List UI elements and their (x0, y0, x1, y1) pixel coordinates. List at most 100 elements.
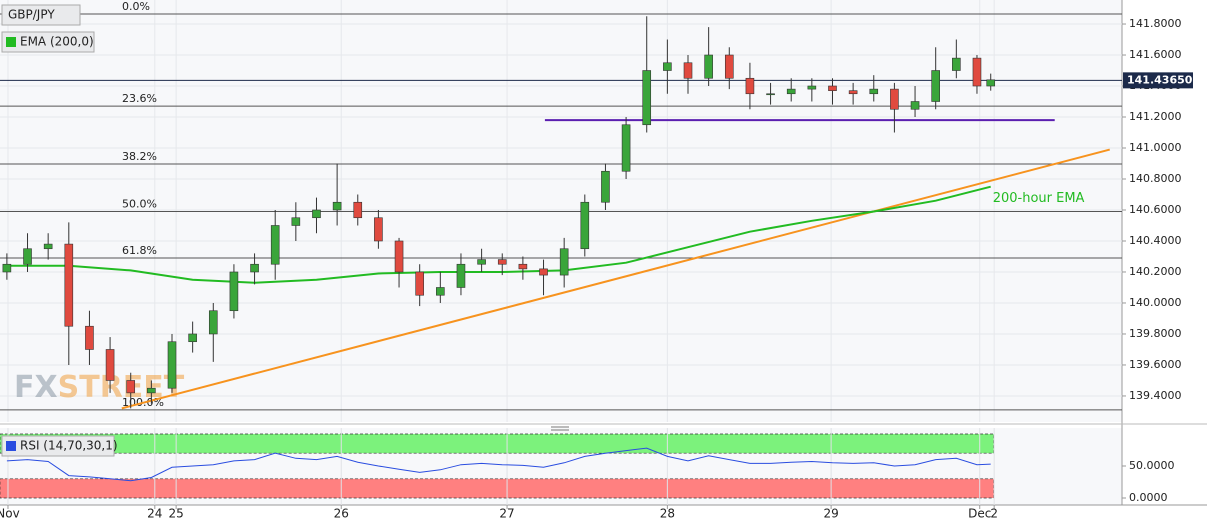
indicator-label: RSI (14,70,30,1) (20, 439, 118, 453)
x-tick-label: 24 (147, 507, 162, 521)
x-tick-label: 25 (168, 507, 183, 521)
y-tick-label: 140.2000 (1129, 265, 1182, 278)
candle-body (270, 225, 280, 265)
candle-body (188, 333, 197, 343)
candle-body (952, 57, 961, 71)
candle-body (807, 85, 817, 90)
candle-body (332, 201, 342, 211)
watermark-part: FX (14, 370, 58, 405)
y-tick-label: 140.0000 (1129, 296, 1182, 309)
candle-body (291, 217, 301, 226)
y-tick-label: 141.0000 (1129, 141, 1182, 154)
y-tick-label: 141.8000 (1129, 17, 1182, 30)
candle-body (601, 170, 610, 203)
rsi-band (0, 478, 995, 499)
candle-body (683, 62, 693, 79)
y-tick-label: 141.6000 (1129, 48, 1182, 61)
x-tick-label: 26 (334, 507, 349, 521)
candle-body (456, 263, 466, 288)
candle-body (766, 93, 775, 96)
candle-body (580, 201, 590, 250)
y-tick-label: 140.8000 (1129, 172, 1182, 185)
rsi-band (0, 433, 995, 454)
candle-body (848, 90, 858, 95)
candle-body (497, 259, 507, 265)
candle-body (559, 248, 569, 276)
candle-body (972, 57, 982, 87)
legend-bg (1, 4, 81, 26)
candle-body (786, 88, 796, 95)
x-tick-label: 29 (823, 507, 838, 521)
candle-body (436, 287, 445, 296)
candle-body (415, 271, 424, 296)
fib-label: 50.0% (122, 198, 157, 211)
candle-body (126, 380, 136, 394)
y-tick-label: 141.2000 (1129, 110, 1182, 123)
price-tag: 141.43650 (1127, 73, 1193, 86)
indicator-label: EMA (200,0) (20, 35, 94, 49)
y-tick-label: 140.4000 (1129, 234, 1182, 247)
fib-label: 23.6% (122, 92, 157, 105)
candle-body (477, 259, 486, 265)
y-tick-label: 140.6000 (1129, 203, 1182, 216)
candle-body (828, 85, 837, 91)
candle-body (745, 77, 755, 95)
legend-swatch (6, 441, 16, 451)
candle-body (105, 349, 115, 381)
candle-body (704, 54, 713, 79)
y-tick-label: 139.8000 (1129, 327, 1182, 340)
candle-body (518, 263, 528, 270)
legend-box[interactable]: EMA (200,0) (1, 31, 95, 53)
y-tick-label: 0.0000 (1129, 491, 1168, 504)
watermark-part: STREET (58, 370, 185, 405)
candle-body (724, 54, 734, 79)
candle-body (43, 243, 53, 250)
ema-annotation: 200-hour EMA (993, 191, 1085, 206)
candle-body (208, 310, 218, 335)
candle-body (312, 209, 321, 219)
rsi-line (6, 447, 991, 482)
candle-body (2, 263, 12, 273)
candle-body (663, 62, 672, 71)
y-tick-label: 139.4000 (1129, 389, 1182, 402)
candle-body (394, 240, 404, 273)
candle-body (353, 201, 363, 219)
candle-body (85, 325, 94, 350)
x-tick-label: 2 (990, 507, 998, 521)
candle-body (167, 341, 177, 389)
fib-label: 0.0% (122, 0, 150, 13)
price-tag-bg (1123, 72, 1193, 89)
candle-body (23, 248, 32, 265)
candle-body (910, 101, 920, 110)
legend-swatch (6, 37, 16, 47)
candle-body (250, 263, 259, 273)
legend-box[interactable]: RSI (14,70,30,1) (1, 435, 118, 457)
trend-line (121, 148, 1111, 410)
legend-box[interactable]: GBP/JPY (1, 4, 81, 26)
fib-label: 38.2% (122, 150, 157, 163)
candle-body (229, 271, 239, 312)
y-tick-label: 139.6000 (1129, 358, 1182, 371)
legend-bg (1, 435, 115, 457)
x-tick-label: 28 (660, 507, 675, 521)
legend-bg (1, 31, 95, 53)
candle-body (890, 88, 899, 110)
symbol-label: GBP/JPY (8, 8, 55, 22)
x-tick-label: Nov (0, 507, 20, 521)
candle-body (64, 243, 74, 327)
x-tick-label: 27 (499, 507, 514, 521)
candle-body (539, 268, 548, 276)
watermark: FXSTREET (14, 370, 185, 405)
y-tick-label: 50.0000 (1129, 459, 1175, 472)
candle-body (931, 70, 940, 102)
candle-body (147, 387, 156, 394)
x-tick-label: Dec (968, 507, 991, 521)
fib-label: 61.8% (122, 244, 157, 257)
plot-layer: 139.4000 139.6000 139.8000 140.0000 140.2000… (0, 0, 1193, 521)
candle-body (374, 217, 383, 242)
candle-body (986, 79, 996, 87)
candle-body (621, 124, 631, 172)
separator-handle[interactable] (551, 426, 569, 431)
